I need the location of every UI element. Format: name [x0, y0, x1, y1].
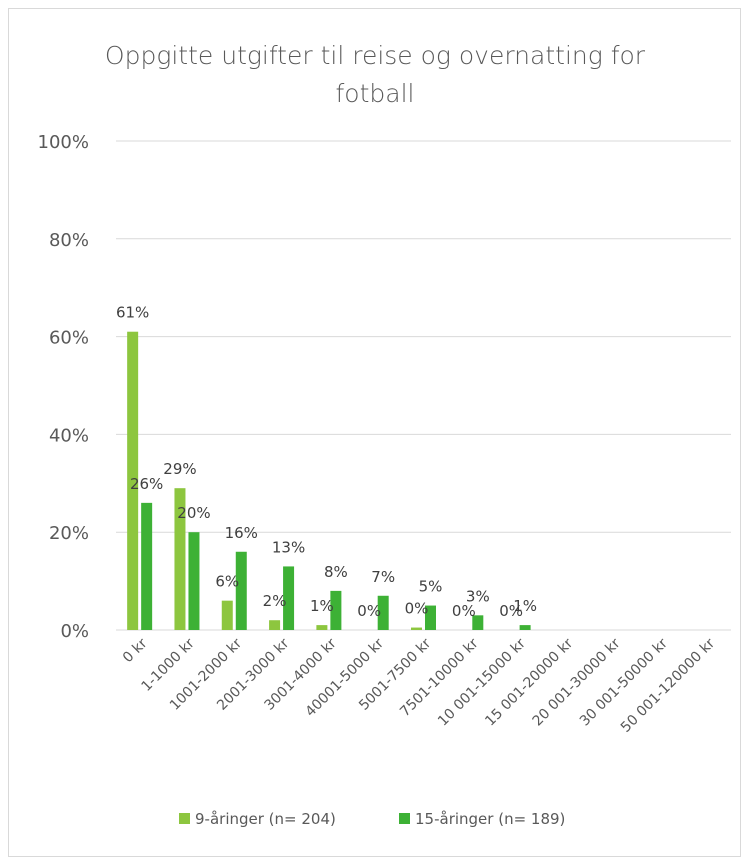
y-tick-label: 80%: [49, 230, 89, 251]
bar: [472, 615, 484, 630]
y-tick-label: 60%: [49, 328, 89, 349]
legend-swatch: [399, 813, 410, 824]
chart-title: Oppgitte utgifter til reise og overnatti…: [105, 41, 646, 108]
bar-chart: Oppgitte utgifter til reise og overnatti…: [38, 41, 731, 828]
bar: [235, 551, 247, 630]
x-tick-label: 20 001-30000 kr: [530, 635, 624, 729]
bar: [127, 331, 139, 630]
bar: [411, 627, 422, 630]
data-label: 13%: [272, 538, 305, 556]
y-axis: 0% 20% 40% 60% 80% 100%: [38, 132, 89, 642]
bars: [127, 331, 531, 630]
data-label: 1%: [310, 597, 334, 615]
data-label: 8%: [324, 563, 348, 581]
data-label: 20%: [177, 504, 210, 522]
bar: [269, 620, 281, 630]
bar: [283, 566, 295, 630]
legend-label: 9-åringer (n= 204): [195, 810, 336, 828]
chart-title-line-1: Oppgitte utgifter til reise og overnatti…: [105, 41, 646, 70]
data-label: 5%: [419, 578, 443, 596]
data-label: 16%: [225, 524, 258, 542]
y-tick-label: 0%: [60, 621, 89, 642]
bar: [330, 590, 342, 630]
legend-swatch: [179, 813, 190, 824]
x-tick-label: 30 001-50000 kr: [577, 635, 671, 729]
legend-label: 15-åringer (n= 189): [415, 810, 565, 828]
data-label: 3%: [466, 587, 490, 605]
x-tick-label: 0 kr: [120, 635, 151, 666]
data-label: 29%: [163, 460, 196, 478]
bar: [425, 605, 436, 630]
bar: [316, 625, 328, 630]
data-label: 0%: [357, 602, 381, 620]
bar: [221, 600, 233, 630]
bar: [519, 625, 531, 630]
y-tick-label: 40%: [49, 425, 89, 446]
data-label: 0%: [405, 600, 429, 618]
data-label: 7%: [371, 568, 395, 586]
data-label: 6%: [215, 573, 239, 591]
x-tick-label: 15 001-20000 kr: [482, 635, 576, 729]
gridlines: [116, 140, 731, 631]
bar: [188, 532, 200, 630]
data-label: 61%: [116, 304, 149, 322]
data-label: 26%: [130, 475, 163, 493]
y-tick-label: 20%: [49, 523, 89, 544]
bar: [141, 502, 153, 630]
data-label: 2%: [263, 592, 287, 610]
y-tick-label: 100%: [38, 132, 89, 153]
chart-title-line-2: fotball: [336, 79, 415, 108]
bar: [377, 595, 389, 630]
data-label: 1%: [513, 597, 537, 615]
x-tick-label: 50 001-120000 kr: [618, 635, 718, 735]
bar: [174, 488, 186, 630]
x-tick-label: 10 001-15000 kr: [435, 635, 529, 729]
data-label: 0%: [499, 602, 523, 620]
data-label: 0%: [452, 602, 476, 620]
data-labels: 61%26%29%20%6%16%2%13%1%8%0%7%0%5%0%3%0%…: [116, 304, 537, 620]
legend: 9-åringer (n= 204) 15-åringer (n= 189): [179, 810, 565, 828]
chart-frame: Oppgitte utgifter til reise og overnatti…: [8, 8, 741, 857]
